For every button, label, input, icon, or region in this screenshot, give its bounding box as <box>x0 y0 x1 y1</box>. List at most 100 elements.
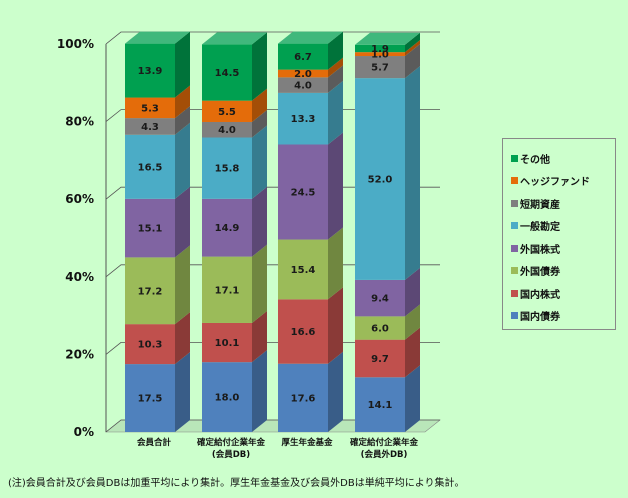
category-label: 会員合計 <box>136 437 172 448</box>
data-label: 16.6 <box>291 327 316 338</box>
bar-segment <box>125 312 190 365</box>
data-label: 4.3 <box>141 122 159 133</box>
bar-top-face <box>125 31 190 44</box>
bar-segment-side <box>252 32 267 101</box>
bar-segment-side <box>252 244 267 323</box>
bar-segment-front <box>202 198 252 257</box>
y-tick-label: 80% <box>65 115 94 129</box>
bar-segment-front <box>125 43 175 98</box>
legend-swatch <box>511 199 518 207</box>
legend-label: 国内株式 <box>520 289 560 301</box>
bar-segment-side <box>252 125 267 199</box>
y-tick-label: 100% <box>57 37 94 51</box>
legend-swatch <box>511 312 518 319</box>
data-label: 13.3 <box>291 114 316 125</box>
legend-item: 国内株式 <box>511 286 560 301</box>
data-label: 16.5 <box>138 162 163 173</box>
bar-segment <box>278 132 343 240</box>
bar-segment <box>355 267 420 317</box>
data-label: 17.2 <box>138 286 163 297</box>
bar-segment <box>355 365 420 432</box>
bar-top-face <box>355 32 420 45</box>
bar-segment-side <box>175 245 190 325</box>
bar-segment-side <box>405 44 420 79</box>
bar-segment-side <box>328 132 343 240</box>
bar-segment-front <box>355 44 405 53</box>
bar-segment <box>125 31 190 98</box>
bar-segment <box>125 106 190 135</box>
bar-segment <box>202 186 267 257</box>
legend-item: 外国株式 <box>511 241 560 256</box>
category-label: (会員DB) <box>212 449 250 460</box>
legend-swatch <box>511 289 518 297</box>
legend-item: 外国債券 <box>511 264 560 278</box>
bar-segment-front <box>202 362 252 432</box>
bar-segment <box>125 186 190 258</box>
data-label: 10.1 <box>215 338 240 349</box>
bar-segment-front <box>355 52 405 57</box>
category-label: 厚生年金基金 <box>281 437 333 448</box>
bar-segment <box>202 109 267 138</box>
bar-segment-front <box>125 198 175 258</box>
data-label: 6.0 <box>371 324 389 335</box>
bar-segment-front <box>125 257 175 325</box>
legend-item: その他 <box>511 151 550 166</box>
bar-segment-side <box>405 327 420 378</box>
bar-segment-front <box>278 69 328 78</box>
bar-segment <box>355 32 420 53</box>
data-label: 5.7 <box>371 63 389 74</box>
bar-segment-front <box>355 339 405 378</box>
data-label: 17.5 <box>138 394 163 405</box>
bar-segment <box>125 352 190 432</box>
legend-swatch <box>511 267 518 274</box>
bar-segment-front <box>125 97 175 119</box>
data-label: 15.1 <box>138 224 163 235</box>
bar-segment-front <box>278 363 328 432</box>
bar-segment <box>202 310 267 363</box>
bar-segment-front <box>202 121 252 138</box>
category-label: (会員外DB) <box>361 449 408 460</box>
bar-segment-side <box>405 40 420 57</box>
bar-segment-front <box>278 77 328 93</box>
footnote: (注)会員合計及び会員DBは加重平均により集計。厚生年金基金及び会員外DBは単純… <box>8 478 465 489</box>
data-label: 52.0 <box>368 175 393 186</box>
bar-segment <box>355 327 420 378</box>
legend-item: 一般勘定 <box>511 219 560 233</box>
data-label: 14.9 <box>215 223 240 234</box>
bar-segment <box>278 31 343 70</box>
data-label: 15.4 <box>291 265 316 276</box>
legend-label: 国内債券 <box>520 312 560 323</box>
y-tick-label: 0% <box>74 425 94 439</box>
bar-segment-front <box>278 144 328 240</box>
data-label: 4.0 <box>218 125 236 136</box>
bar-segment-front <box>355 56 405 79</box>
bar-segment-side <box>328 57 343 78</box>
bar-segment-side <box>252 310 267 363</box>
bar-segment-front <box>278 43 328 70</box>
legend: その他 ヘッジファンド 短期資産 一般勘定 外国株式 外国債券 国内株式 国内債券 <box>502 138 616 330</box>
bar-segment-front <box>125 324 175 365</box>
bar-segment <box>202 32 267 101</box>
bar-segment-front <box>355 78 405 280</box>
legend-label: 短期資産 <box>520 199 560 211</box>
bar-segment-side <box>328 287 343 364</box>
category-label: 確定給付企業年金 <box>349 437 419 448</box>
bar-segment-front <box>125 364 175 432</box>
bar-segment-side <box>175 85 190 119</box>
bar-segment <box>355 304 420 340</box>
data-label: 17.1 <box>215 285 240 296</box>
bar-segment-front <box>278 92 328 145</box>
bar-segment-side <box>405 267 420 317</box>
bar-segment-front <box>355 377 405 432</box>
bar-segment <box>125 85 190 119</box>
bar-segment <box>202 350 267 432</box>
bar-segment <box>202 88 267 122</box>
data-label: 9.7 <box>371 354 389 365</box>
category-label: 確定給付企業年金 <box>196 437 266 448</box>
data-label: 17.6 <box>291 393 316 404</box>
legend-item: 国内債券 <box>511 309 560 323</box>
bar-top-face <box>278 31 343 44</box>
data-label: 1.9 <box>371 44 389 55</box>
